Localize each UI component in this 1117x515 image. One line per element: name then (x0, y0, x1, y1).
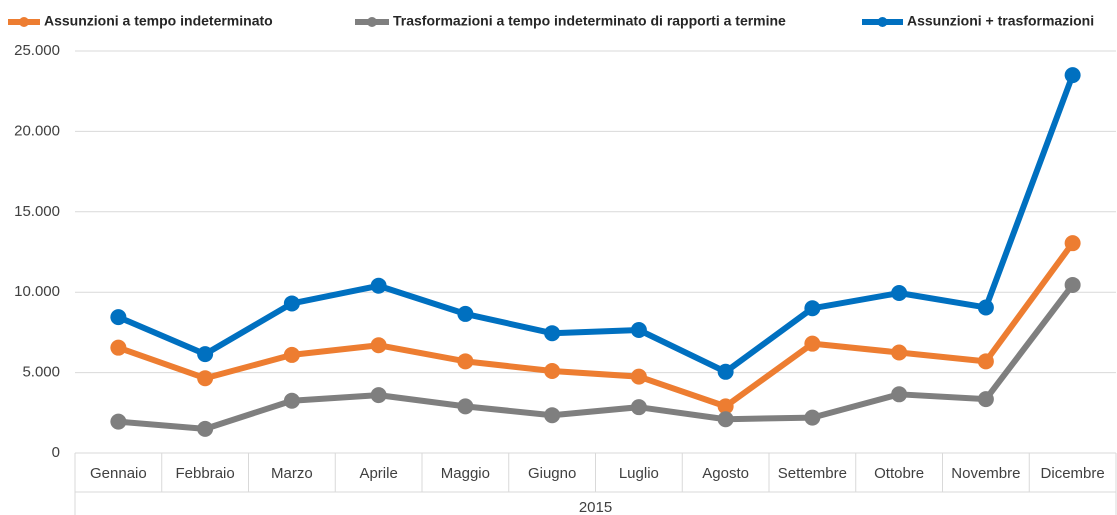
data-point (197, 420, 214, 437)
data-point (457, 398, 474, 415)
y-tick-label: 20.000 (14, 122, 60, 139)
data-point (630, 399, 647, 416)
legend-label: Trasformazioni a tempo indeterminato di … (393, 13, 786, 29)
x-tick-label: Dicembre (1041, 465, 1105, 482)
x-tick-label: Giugno (528, 465, 576, 482)
data-point (891, 285, 908, 302)
data-point (1064, 276, 1081, 293)
data-point (544, 407, 561, 424)
data-point (283, 392, 300, 409)
data-point (717, 411, 734, 428)
data-point (197, 370, 214, 387)
data-point (1064, 67, 1081, 84)
data-point (370, 387, 387, 404)
x-group-label: 2015 (579, 499, 612, 515)
data-point (804, 300, 821, 317)
series-line (117, 74, 1076, 375)
data-point (283, 295, 300, 312)
legend-marker (19, 17, 29, 27)
data-point (804, 335, 821, 352)
x-tick-label: Agosto (702, 465, 749, 482)
legend-label: Assunzioni + trasformazioni (907, 13, 1094, 29)
y-tick-label: 10.000 (14, 283, 60, 300)
legend-marker (367, 17, 377, 27)
x-tick-label: Settembre (778, 465, 847, 482)
x-tick-label: Aprile (359, 465, 397, 482)
series-line (117, 241, 1076, 410)
data-point (544, 325, 561, 342)
data-point (891, 344, 908, 361)
data-point (457, 353, 474, 370)
data-point (977, 299, 994, 316)
x-tick-label: Maggio (441, 465, 490, 482)
data-point (717, 363, 734, 380)
data-point (197, 346, 214, 363)
data-point (544, 362, 561, 379)
data-point (457, 305, 474, 322)
data-point (630, 368, 647, 385)
data-point (283, 346, 300, 363)
y-tick-label: 0 (52, 444, 60, 461)
data-point (110, 413, 127, 430)
x-tick-label: Febbraio (176, 465, 235, 482)
series-line (118, 283, 1076, 432)
y-tick-label: 15.000 (14, 203, 60, 220)
data-point (891, 386, 908, 403)
x-tick-label: Ottobre (874, 465, 924, 482)
x-tick-label: Marzo (271, 465, 313, 482)
data-point (370, 337, 387, 354)
data-point (717, 398, 734, 415)
data-point (977, 353, 994, 370)
data-point (977, 391, 994, 408)
x-tick-label: Gennaio (90, 465, 147, 482)
data-point (630, 321, 647, 338)
legend-label: Assunzioni a tempo indeterminato (44, 13, 273, 29)
data-point (110, 309, 127, 326)
x-tick-label: Novembre (951, 465, 1020, 482)
x-tick-label: Luglio (619, 465, 659, 482)
data-point (1064, 235, 1081, 252)
data-point (370, 277, 387, 294)
legend-marker (877, 17, 888, 27)
y-tick-label: 25.000 (14, 42, 60, 59)
data-point (804, 409, 821, 426)
data-point (110, 339, 127, 356)
y-tick-label: 5.000 (22, 364, 60, 381)
